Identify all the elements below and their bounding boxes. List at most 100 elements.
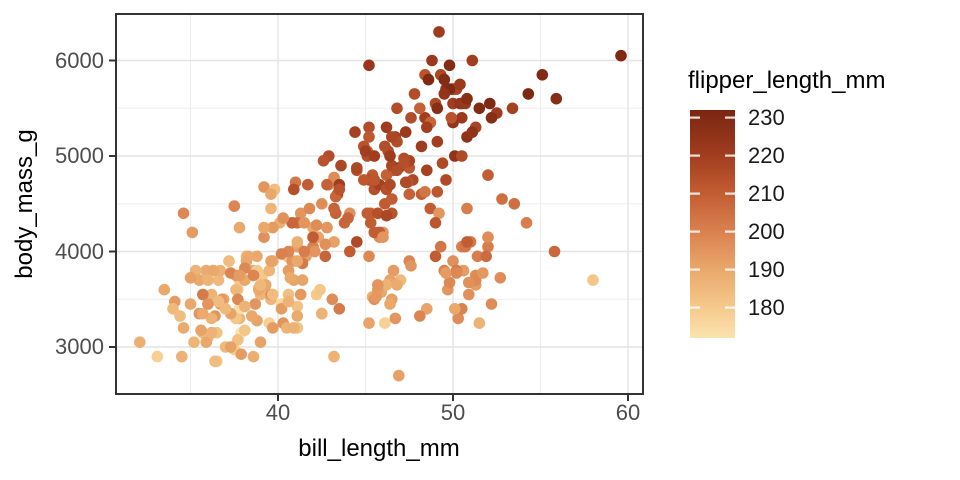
x-tick-label: 50 xyxy=(440,400,466,425)
data-point xyxy=(344,245,356,258)
data-point xyxy=(438,88,451,100)
data-point xyxy=(307,231,319,243)
data-point xyxy=(399,126,412,138)
data-point xyxy=(391,279,403,291)
data-point xyxy=(473,317,486,329)
data-point xyxy=(265,188,277,200)
data-point xyxy=(429,250,442,263)
data-point xyxy=(186,226,199,239)
data-point xyxy=(228,200,241,212)
data-point xyxy=(207,264,219,277)
data-point xyxy=(363,250,375,263)
data-point xyxy=(587,274,599,286)
data-point xyxy=(424,202,437,215)
data-point xyxy=(461,92,473,105)
data-point xyxy=(520,217,533,229)
data-point xyxy=(361,207,374,220)
data-point xyxy=(212,274,225,286)
data-point xyxy=(386,193,398,205)
data-point xyxy=(473,102,486,115)
data-point xyxy=(291,255,304,267)
data-point xyxy=(267,322,279,334)
data-point xyxy=(550,92,563,105)
data-point xyxy=(440,174,452,186)
data-point xyxy=(372,207,384,220)
data-point xyxy=(463,276,475,289)
data-point xyxy=(615,49,627,62)
data-point xyxy=(328,236,340,248)
data-point xyxy=(291,236,304,248)
data-point xyxy=(151,350,164,363)
data-point xyxy=(363,121,375,134)
data-point xyxy=(480,250,493,263)
data-point xyxy=(494,272,507,284)
data-point xyxy=(239,324,251,337)
data-point xyxy=(391,164,403,177)
data-point xyxy=(294,288,307,301)
data-point xyxy=(288,183,300,196)
y-tick-label: 6000 xyxy=(55,47,104,73)
data-point xyxy=(408,88,421,100)
data-point xyxy=(471,250,484,263)
data-point xyxy=(454,78,466,91)
data-point xyxy=(548,245,561,258)
data-point xyxy=(294,207,307,220)
data-point xyxy=(399,176,412,189)
data-point xyxy=(219,303,232,315)
data-point xyxy=(431,186,444,198)
data-point xyxy=(372,279,384,291)
data-point xyxy=(205,312,218,325)
data-point xyxy=(200,336,212,349)
data-point xyxy=(393,369,405,382)
data-point xyxy=(403,188,416,200)
data-point xyxy=(212,295,225,308)
data-point xyxy=(452,312,465,325)
data-point xyxy=(288,322,300,334)
y-tick-label: 3000 xyxy=(55,334,104,359)
data-point xyxy=(477,267,489,279)
data-point xyxy=(429,217,442,229)
data-point xyxy=(309,245,321,258)
data-point xyxy=(414,102,426,115)
data-point xyxy=(224,267,237,279)
data-point xyxy=(263,264,276,277)
data-point xyxy=(246,310,258,322)
data-point xyxy=(176,350,188,363)
data-point xyxy=(443,276,456,289)
data-point xyxy=(235,348,247,361)
data-point xyxy=(197,288,209,301)
data-point xyxy=(321,221,333,234)
data-point xyxy=(506,102,519,115)
data-point xyxy=(291,300,304,313)
data-point xyxy=(326,293,339,306)
data-point xyxy=(379,317,391,329)
y-tick-label: 4000 xyxy=(55,238,104,264)
data-point xyxy=(177,322,190,334)
data-point xyxy=(456,112,468,124)
data-point xyxy=(232,293,244,306)
data-point xyxy=(351,236,363,248)
data-point xyxy=(380,279,393,291)
data-point xyxy=(202,274,214,286)
legend-tick-label: 230 xyxy=(748,104,785,130)
data-point xyxy=(302,178,314,191)
data-point xyxy=(364,217,377,229)
data-point xyxy=(319,250,332,263)
data-point xyxy=(359,145,372,157)
data-point xyxy=(267,221,279,234)
data-point xyxy=(398,157,410,169)
data-point xyxy=(380,209,393,222)
data-point xyxy=(193,274,206,286)
data-point xyxy=(249,298,262,310)
data-point xyxy=(422,73,435,86)
data-point xyxy=(258,181,270,193)
data-point xyxy=(380,121,393,134)
data-point xyxy=(224,341,237,353)
data-point xyxy=(239,300,251,313)
y-tick-label: 5000 xyxy=(55,143,104,168)
data-point xyxy=(230,283,242,296)
data-point xyxy=(284,272,297,284)
data-point xyxy=(265,202,277,215)
data-point xyxy=(267,288,279,301)
